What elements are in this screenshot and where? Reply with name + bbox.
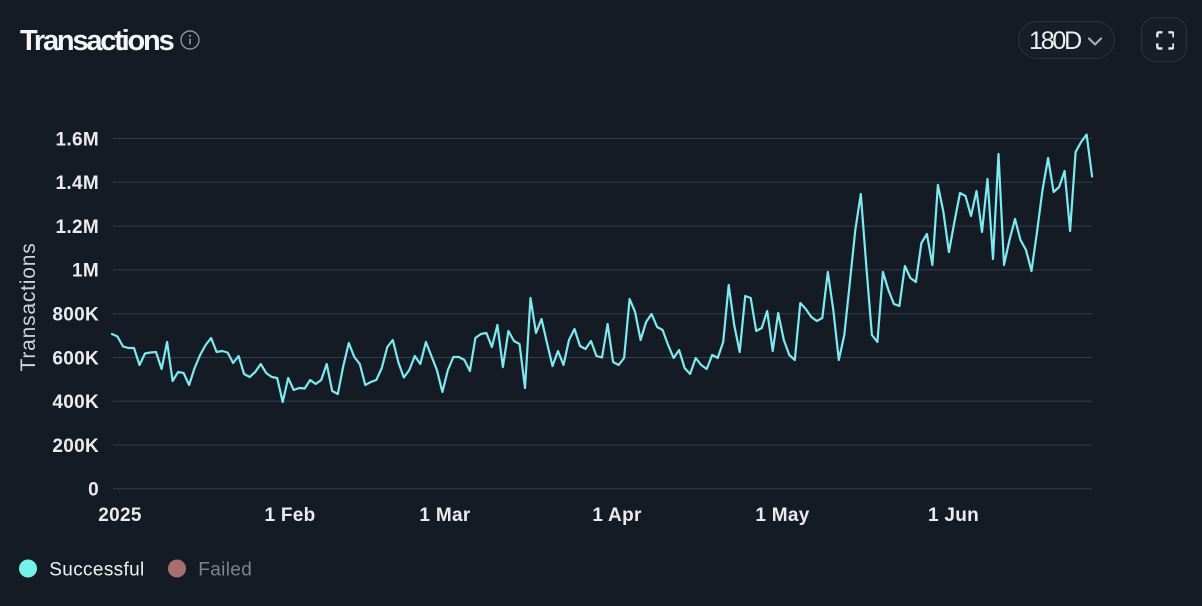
svg-text:600K: 600K [52,348,99,369]
svg-text:800K: 800K [52,305,99,326]
svg-text:200K: 200K [52,436,99,457]
svg-text:1 Jun: 1 Jun [928,505,979,526]
svg-text:1 Apr: 1 Apr [592,505,642,526]
svg-text:1.4M: 1.4M [56,173,99,194]
svg-text:400K: 400K [52,392,99,413]
svg-text:1.2M: 1.2M [56,217,99,238]
svg-text:1 Mar: 1 Mar [419,505,470,526]
svg-text:2025: 2025 [98,505,142,526]
svg-text:1 Feb: 1 Feb [264,505,315,526]
svg-text:1 May: 1 May [755,505,809,526]
svg-text:1M: 1M [72,261,99,282]
svg-text:1.6M: 1.6M [56,129,99,150]
svg-text:0: 0 [88,480,99,501]
